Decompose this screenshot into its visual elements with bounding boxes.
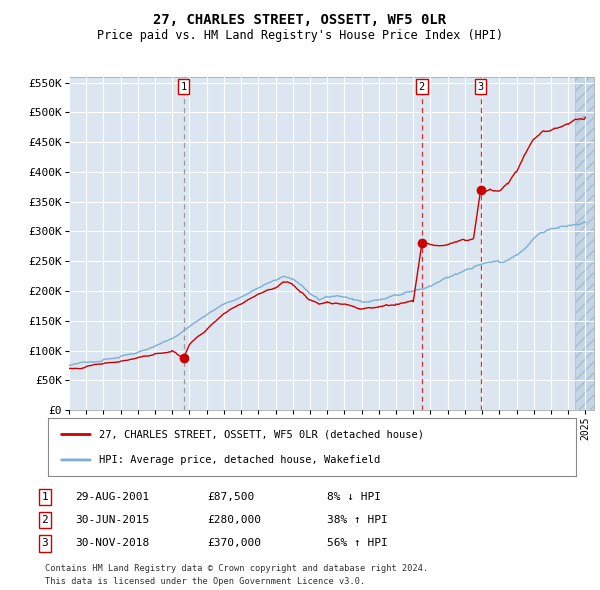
Text: 3: 3 <box>478 81 484 91</box>
Text: 30-JUN-2015: 30-JUN-2015 <box>75 516 149 525</box>
Text: This data is licensed under the Open Government Licence v3.0.: This data is licensed under the Open Gov… <box>45 576 365 586</box>
Text: Price paid vs. HM Land Registry's House Price Index (HPI): Price paid vs. HM Land Registry's House … <box>97 30 503 42</box>
Text: 2: 2 <box>41 516 49 525</box>
Text: 29-AUG-2001: 29-AUG-2001 <box>75 493 149 502</box>
Text: 38% ↑ HPI: 38% ↑ HPI <box>327 516 388 525</box>
Text: Contains HM Land Registry data © Crown copyright and database right 2024.: Contains HM Land Registry data © Crown c… <box>45 564 428 573</box>
Text: HPI: Average price, detached house, Wakefield: HPI: Average price, detached house, Wake… <box>99 455 380 465</box>
Text: 2: 2 <box>419 81 425 91</box>
Text: £370,000: £370,000 <box>207 539 261 548</box>
Text: 3: 3 <box>41 539 49 548</box>
Text: 27, CHARLES STREET, OSSETT, WF5 0LR: 27, CHARLES STREET, OSSETT, WF5 0LR <box>154 13 446 27</box>
Text: 27, CHARLES STREET, OSSETT, WF5 0LR (detached house): 27, CHARLES STREET, OSSETT, WF5 0LR (det… <box>99 430 424 440</box>
Text: 8% ↓ HPI: 8% ↓ HPI <box>327 493 381 502</box>
Text: 1: 1 <box>181 81 187 91</box>
Bar <box>575 77 594 410</box>
Text: £280,000: £280,000 <box>207 516 261 525</box>
Text: 30-NOV-2018: 30-NOV-2018 <box>75 539 149 548</box>
Text: 1: 1 <box>41 493 49 502</box>
Text: £87,500: £87,500 <box>207 493 254 502</box>
Text: 56% ↑ HPI: 56% ↑ HPI <box>327 539 388 548</box>
